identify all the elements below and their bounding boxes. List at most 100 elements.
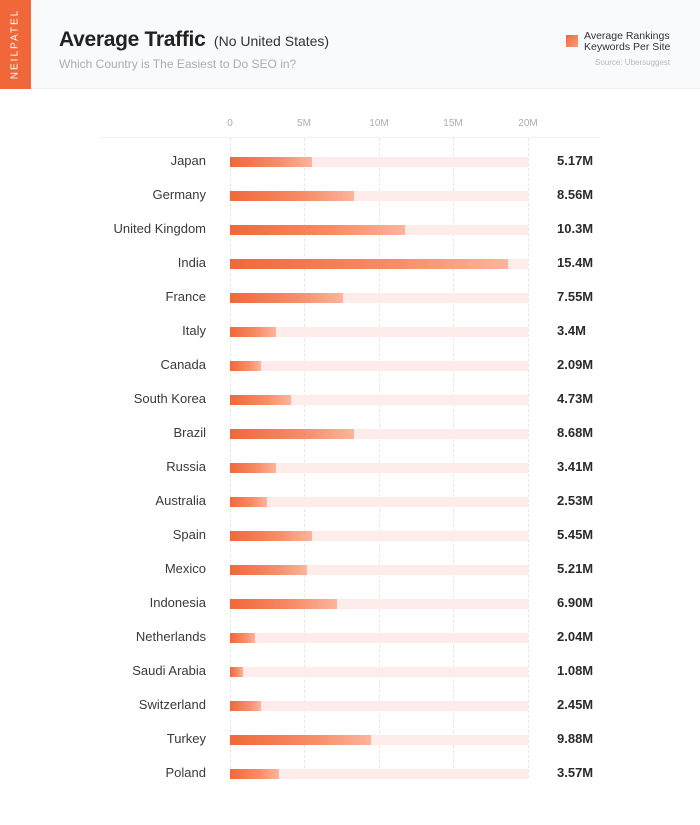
row-label: Australia bbox=[155, 493, 206, 508]
bar-track bbox=[230, 565, 528, 575]
bar-fill bbox=[230, 497, 267, 507]
bar-row: Italy 3.4M bbox=[0, 314, 700, 348]
row-label: Indonesia bbox=[149, 595, 206, 610]
row-label: Italy bbox=[182, 323, 206, 338]
bar-fill bbox=[230, 157, 312, 167]
row-value: 10.3M bbox=[557, 221, 594, 236]
row-label: Netherlands bbox=[135, 629, 206, 644]
row-value: 3.4M bbox=[557, 323, 586, 338]
bar-track bbox=[230, 293, 528, 303]
bar-fill bbox=[230, 769, 279, 779]
gridline bbox=[453, 138, 454, 778]
bar-track bbox=[230, 225, 528, 235]
row-label: France bbox=[165, 289, 206, 304]
bar-fill bbox=[230, 633, 255, 643]
bar-track bbox=[230, 327, 528, 337]
row-label: Canada bbox=[160, 357, 206, 372]
bar-row: Poland 3.57M bbox=[0, 756, 700, 790]
row-value: 3.41M bbox=[557, 459, 594, 474]
row-value: 8.56M bbox=[557, 187, 594, 202]
row-label: India bbox=[177, 255, 206, 270]
row-label: Germany bbox=[152, 187, 206, 202]
axis-tick: 10M bbox=[369, 118, 389, 129]
title-suffix: (No United States) bbox=[213, 33, 330, 49]
bar-fill bbox=[230, 667, 243, 677]
bar-track bbox=[230, 667, 528, 677]
legend-label: Average Rankings Keywords Per Site bbox=[584, 30, 671, 53]
bar-row: Germany 8.56M bbox=[0, 178, 700, 212]
bar-track bbox=[230, 701, 528, 711]
bar-fill bbox=[230, 259, 508, 269]
bar-row: Australia 2.53M bbox=[0, 484, 700, 518]
bar-chart: 0 5M 10M 15M 20M Japan 5.17M Germany 8.56M U… bbox=[0, 89, 700, 825]
row-label: Poland bbox=[165, 765, 206, 780]
axis-tick: 20M bbox=[518, 118, 538, 129]
row-value: 2.45M bbox=[557, 697, 594, 712]
bar-track bbox=[230, 429, 528, 439]
chart-header: NEILPATEL Average Traffic (No United Sta… bbox=[0, 0, 700, 89]
bar-row: India 15.4M bbox=[0, 246, 700, 280]
chart-subtitle: Which Country is The Easiest to Do SEO i… bbox=[59, 57, 297, 71]
bar-track bbox=[230, 191, 528, 201]
bar-fill bbox=[230, 225, 405, 235]
row-value: 5.45M bbox=[557, 527, 594, 542]
bar-row: Netherlands 2.04M bbox=[0, 620, 700, 654]
legend-swatch-icon bbox=[566, 35, 578, 47]
gridline bbox=[230, 138, 231, 778]
bar-track bbox=[230, 361, 528, 371]
bar-track bbox=[230, 531, 528, 541]
row-label: Turkey bbox=[166, 731, 206, 746]
bar-fill bbox=[230, 395, 291, 405]
bar-track bbox=[230, 633, 528, 643]
bar-row: Saudi Arabia 1.08M bbox=[0, 654, 700, 688]
bar-track bbox=[230, 259, 528, 269]
row-label: United Kingdom bbox=[113, 221, 207, 236]
row-value: 9.88M bbox=[557, 731, 594, 746]
bar-fill bbox=[230, 293, 343, 303]
bar-track bbox=[230, 463, 528, 473]
bar-fill bbox=[230, 701, 261, 711]
row-value: 15.4M bbox=[557, 255, 594, 270]
bar-track bbox=[230, 497, 528, 507]
bar-row: Indonesia 6.90M bbox=[0, 586, 700, 620]
gridline bbox=[528, 138, 529, 778]
row-value: 7.55M bbox=[557, 289, 594, 304]
bar-fill bbox=[230, 565, 307, 575]
axis-tick: 15M bbox=[443, 118, 463, 129]
bar-fill bbox=[230, 327, 276, 337]
bar-row: Brazil 8.68M bbox=[0, 416, 700, 450]
bar-track bbox=[230, 599, 528, 609]
bar-fill bbox=[230, 599, 337, 609]
row-label: Switzerland bbox=[138, 697, 206, 712]
gridline bbox=[304, 138, 305, 778]
row-label: Saudi Arabia bbox=[132, 663, 206, 678]
row-value: 2.09M bbox=[557, 357, 594, 372]
row-value: 5.21M bbox=[557, 561, 594, 576]
bar-fill bbox=[230, 463, 276, 473]
axis-tick: 5M bbox=[297, 118, 311, 129]
row-value: 8.68M bbox=[557, 425, 594, 440]
bar-fill bbox=[230, 735, 371, 745]
row-value: 6.90M bbox=[557, 595, 594, 610]
brand-logo-text: NEILPATEL bbox=[9, 8, 21, 80]
row-label: Russia bbox=[166, 459, 206, 474]
row-label: South Korea bbox=[133, 391, 206, 406]
bar-row: France 7.55M bbox=[0, 280, 700, 314]
row-value: 2.53M bbox=[557, 493, 594, 508]
brand-strip: NEILPATEL bbox=[0, 0, 31, 89]
row-label: Mexico bbox=[164, 561, 206, 576]
bar-track bbox=[230, 157, 528, 167]
bar-track bbox=[230, 769, 528, 779]
bar-row: South Korea 4.73M bbox=[0, 382, 700, 416]
bar-track bbox=[230, 395, 528, 405]
row-value: 1.08M bbox=[557, 663, 594, 678]
row-value: 3.57M bbox=[557, 765, 594, 780]
title-main: Average Traffic bbox=[59, 28, 206, 51]
bar-fill bbox=[230, 429, 354, 439]
chart-title: Average Traffic (No United States) bbox=[59, 28, 329, 52]
row-label: Brazil bbox=[173, 425, 206, 440]
bar-row: Canada 2.09M bbox=[0, 348, 700, 382]
axis-tick: 0 bbox=[227, 118, 233, 129]
bar-row: United Kingdom 10.3M bbox=[0, 212, 700, 246]
bar-fill bbox=[230, 361, 261, 371]
